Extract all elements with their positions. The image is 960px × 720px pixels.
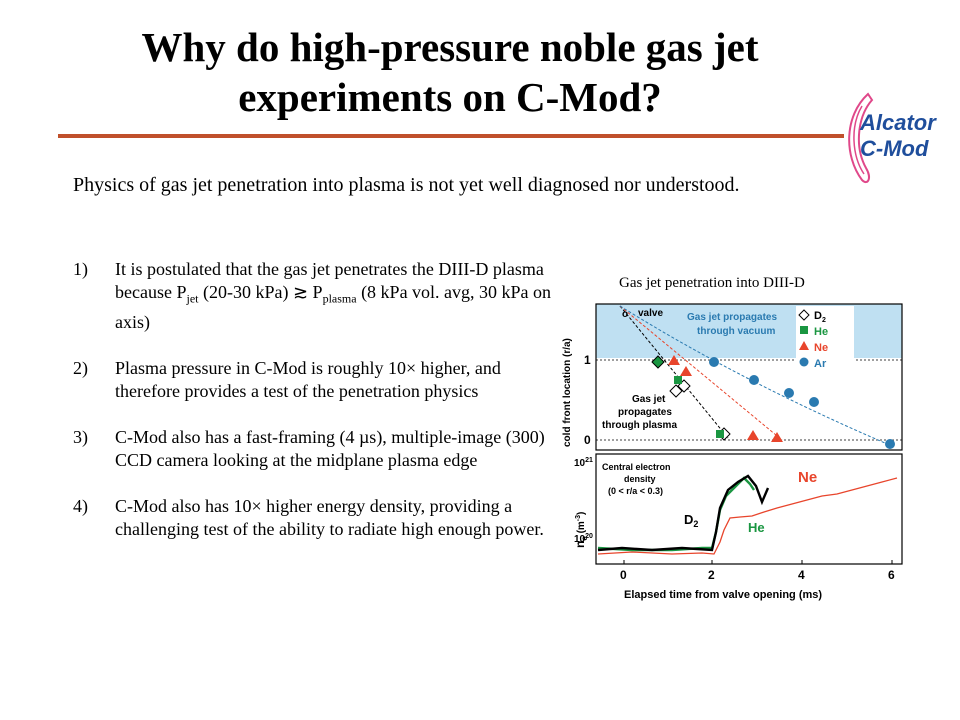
logo-swirl [848,92,874,184]
logo-text-line-2: C-Mod [860,136,929,161]
bottom-panel-frame [595,453,903,565]
top-panel: cold front location (r/a) 1 0 o valve Ga… [562,303,903,451]
item-text: C-Mod also has 10× higher energy density… [115,495,544,539]
item-text: Plasma pressure in C-Mod is roughly 10× … [115,357,501,401]
ar-points [709,357,895,449]
item-text: It is postulated that the gas jet penetr… [115,258,553,334]
item-number: 2) [73,357,88,378]
figure-caption: Gas jet penetration into DIII-D [619,275,805,291]
item-number: 3) [73,426,88,447]
item-text: C-Mod also has a fast-framing (4 µs), mu… [115,426,545,470]
legend-label-he: He [814,326,828,338]
density-label-3: (0 < r/a < 0.3) [608,486,663,496]
ar-point [749,375,759,385]
x-tick-label: 2 [708,568,715,582]
x-tick-label: 0 [620,568,627,582]
intro-paragraph: Physics of gas jet penetration into plas… [73,174,740,196]
valve-label: valve [638,308,663,319]
legend-label-d2: D2 [814,310,826,324]
legend-label-ne: Ne [814,342,828,354]
ar-trend-line [619,305,893,447]
ne-trace [597,477,898,555]
he-point [716,430,724,438]
plasma-label-2: propagates [618,407,672,418]
ar-point [885,439,895,449]
y-tick-label: 1020 [574,533,593,545]
density-label-1: Central electron [602,462,671,472]
y-tick-label: 0 [584,433,591,447]
vacuum-label-2: through vacuum [697,326,775,337]
top-panel-frame [595,303,903,451]
legend-marker-d2 [798,309,810,321]
legend-marker-ne [799,341,809,350]
legend-marker-he [800,326,808,334]
he-points [651,355,724,438]
y-tick-label: 1 [584,353,591,367]
list-item: 1) It is postulated that the gas jet pen… [73,258,553,334]
numbered-list: 1) It is postulated that the gas jet pen… [73,258,553,564]
gas-jet-figure: cold front location (r/a) 1 0 o valve Ga… [562,303,903,601]
title-underline [58,134,844,138]
trace-label-d2: D2 [684,512,698,529]
ar-point [709,357,719,367]
list-item: 2) Plasma pressure in C-Mod is roughly 1… [73,357,553,403]
item-number: 4) [73,495,88,516]
slide-title: Why do high-pressure noble gas jet exper… [90,22,810,122]
x-tick-label: 6 [888,568,895,582]
legend-label-ar: Ar [814,358,827,370]
he-point [651,355,665,369]
ne-point [668,355,680,365]
x-tick-label: 4 [798,568,805,582]
valve-marker: o [622,309,628,320]
plasma-label-3: through plasma [602,420,677,431]
top-y-axis-label: cold front location (r/a) [562,338,573,447]
x-axis-ticks: 0 2 4 6 [620,560,895,582]
list-item: 3) C-Mod also has a fast-framing (4 µs),… [73,426,553,472]
legend-marker-ar [799,357,809,367]
ne-point [771,432,783,442]
list-item: 4) C-Mod also has 10× higher energy dens… [73,495,553,541]
ar-point [784,388,794,398]
x-axis-label: Elapsed time from valve opening (ms) [624,589,822,601]
d2-point [669,384,683,398]
item-text-part: (20-30 kPa) ≳ P [198,282,323,302]
legend: D2 He Ne Ar [796,306,854,374]
density-label-2: density [624,474,656,484]
ne-trend-line [619,305,783,441]
alcator-cmod-logo: Alcator C-Mod [848,92,937,184]
logo-text-line-1: Alcator [859,110,937,135]
ne-points [668,355,783,442]
d2-trend-line [619,305,729,439]
y-tick-label: 1021 [574,457,593,469]
subscript-plasma: plasma [322,291,357,306]
title-line-1: Why do high-pressure noble gas jet [141,24,759,70]
subscript-jet: jet [186,291,199,306]
trace-label-ne: Ne [798,469,817,486]
he-point [674,376,682,384]
trace-label-he: He [748,520,765,535]
ar-point [809,397,819,407]
bottom-y-axis-label: ne (m-3) [573,512,589,548]
plasma-label-1: Gas jet [632,394,666,405]
ne-point [747,430,759,440]
item-number: 1) [73,259,88,279]
vacuum-label-1: Gas jet propagates [687,312,777,323]
item-text-part: It is postulated that the gas jet penetr… [115,259,544,302]
item-text-part: (8 kPa vol. avg, 30 kPa on axis) [115,282,552,332]
ne-point [680,366,692,376]
d2-trace [597,474,770,552]
title-line-2: experiments on C-Mod? [238,74,662,120]
bottom-panel: ne (m-3) 1021 1020 Central electron dens… [573,453,903,601]
